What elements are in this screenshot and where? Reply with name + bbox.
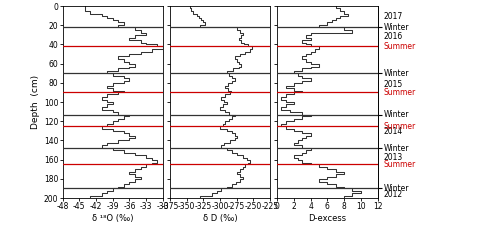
Text: 2015: 2015 — [384, 80, 403, 89]
Text: Summer: Summer — [384, 88, 416, 97]
Text: Winter: Winter — [384, 23, 409, 32]
Text: Winter: Winter — [384, 184, 409, 193]
Text: Winter: Winter — [384, 110, 409, 119]
Text: Summer: Summer — [384, 160, 416, 169]
Text: 2017: 2017 — [384, 12, 403, 21]
Text: 2016: 2016 — [384, 32, 403, 41]
Text: 2014: 2014 — [384, 127, 403, 136]
Text: Summer: Summer — [384, 42, 416, 51]
X-axis label: D-excess: D-excess — [308, 214, 346, 223]
Text: Winter: Winter — [384, 144, 409, 153]
X-axis label: δ ¹⁸O (‰): δ ¹⁸O (‰) — [92, 214, 134, 223]
Text: 2012: 2012 — [384, 190, 402, 199]
Y-axis label: Depth  (cm): Depth (cm) — [30, 75, 40, 129]
Text: Summer: Summer — [384, 122, 416, 130]
Text: Winter: Winter — [384, 69, 409, 78]
Text: 2013: 2013 — [384, 153, 403, 162]
X-axis label: δ D (‰): δ D (‰) — [202, 214, 237, 223]
